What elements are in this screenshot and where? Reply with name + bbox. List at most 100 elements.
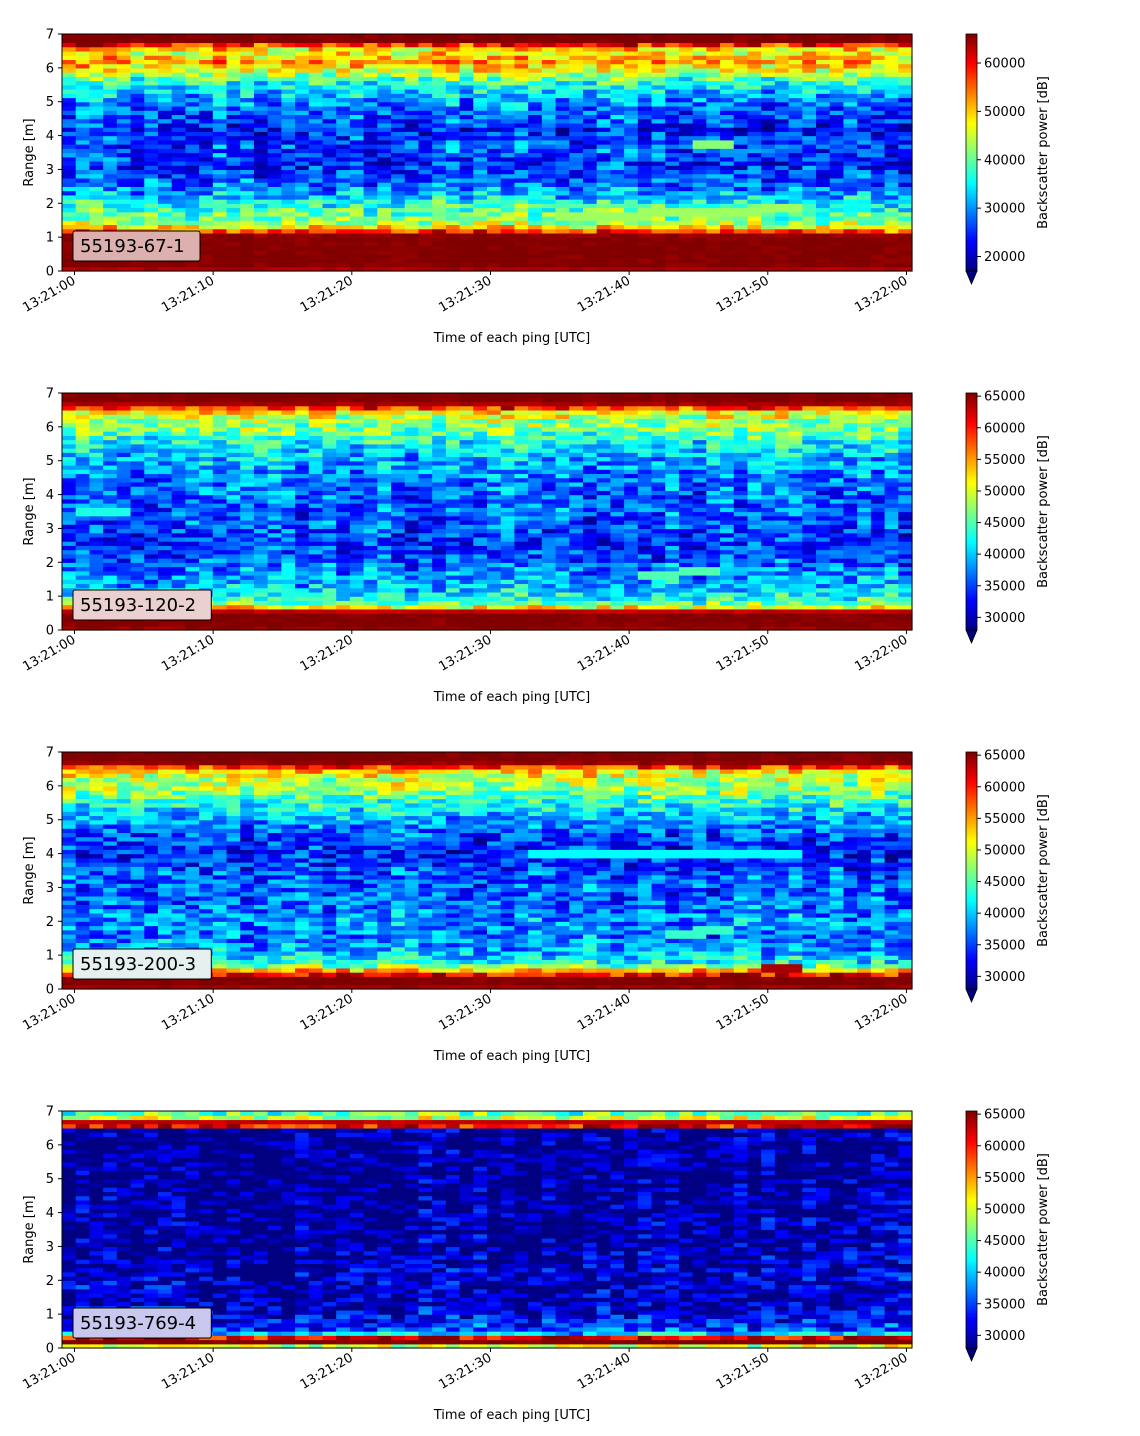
- heatmap-cell: [363, 173, 378, 179]
- heatmap-cell: [610, 50, 625, 56]
- heatmap-cell: [377, 579, 392, 585]
- heatmap-cell: [473, 186, 488, 192]
- heatmap-cell: [212, 127, 228, 132]
- heatmap-cell: [253, 101, 269, 107]
- heatmap-cell: [75, 46, 91, 52]
- colorbar-segment: [966, 124, 977, 128]
- heatmap-cell: [295, 173, 310, 179]
- heatmap-cell: [500, 186, 516, 192]
- heatmap-cell: [75, 528, 91, 534]
- heatmap-cell: [706, 165, 721, 171]
- heatmap-cell: [226, 524, 241, 530]
- heatmap-cell: [267, 38, 282, 44]
- heatmap-cell: [377, 211, 392, 217]
- heatmap-cell: [336, 558, 351, 563]
- heatmap-cell: [514, 127, 529, 132]
- heatmap-cell: [89, 50, 104, 56]
- heatmap-cell: [253, 553, 269, 559]
- heatmap-cell: [541, 241, 557, 247]
- heatmap-cell: [569, 144, 584, 149]
- heatmap-cell: [281, 579, 296, 585]
- heatmap-cell: [678, 93, 694, 99]
- heatmap-cell: [733, 258, 749, 264]
- heatmap-cell: [829, 55, 845, 60]
- heatmap-cell: [459, 203, 474, 209]
- heatmap-cell: [116, 84, 132, 90]
- heatmap-cell: [171, 490, 186, 496]
- heatmap-cell: [733, 67, 749, 73]
- heatmap-cell: [651, 165, 666, 171]
- heatmap-cell: [267, 477, 282, 483]
- heatmap-cell: [610, 228, 625, 234]
- heatmap-cell: [569, 207, 584, 213]
- heatmap-cell: [555, 199, 570, 204]
- heatmap-cell: [226, 207, 241, 213]
- heatmap-cell: [336, 393, 351, 398]
- heatmap-cell: [788, 139, 803, 145]
- heatmap-cell: [432, 67, 447, 73]
- heatmap-cell: [336, 89, 351, 94]
- heatmap-cell: [130, 152, 145, 158]
- heatmap-cell: [130, 203, 145, 209]
- heatmap-cell: [157, 152, 173, 158]
- heatmap-cell: [473, 228, 488, 234]
- heatmap-cell: [75, 524, 91, 530]
- heatmap-cell: [281, 258, 296, 264]
- heatmap-cell: [322, 583, 337, 589]
- heatmap-cell: [62, 587, 77, 593]
- heatmap-cell: [624, 224, 639, 230]
- heatmap-cell: [569, 139, 584, 145]
- heatmap-cell: [761, 160, 776, 166]
- heatmap-cell: [171, 515, 186, 521]
- heatmap-cell: [788, 118, 803, 124]
- heatmap-cell: [843, 152, 858, 158]
- heatmap-cell: [500, 152, 516, 158]
- heatmap-cell: [253, 443, 269, 449]
- heatmap-cell: [445, 169, 461, 175]
- heatmap-cell: [349, 456, 365, 462]
- heatmap-cell: [678, 262, 694, 268]
- heatmap-cell: [377, 553, 392, 559]
- heatmap-cell: [281, 549, 296, 555]
- heatmap-cell: [226, 600, 241, 606]
- heatmap-cell: [802, 199, 817, 204]
- heatmap-cell: [802, 156, 817, 162]
- heatmap-cell: [212, 604, 228, 610]
- heatmap-cell: [473, 80, 488, 86]
- heatmap-cell: [116, 549, 132, 555]
- heatmap-cell: [185, 477, 200, 483]
- heatmap-cell: [199, 536, 214, 542]
- heatmap-cell: [267, 443, 282, 449]
- heatmap-cell: [555, 190, 570, 196]
- heatmap-cell: [157, 452, 173, 458]
- heatmap-cell: [418, 131, 433, 137]
- heatmap-cell: [171, 481, 186, 487]
- heatmap-cell: [267, 76, 282, 82]
- heatmap-cell: [185, 566, 200, 572]
- heatmap-cell: [459, 42, 474, 48]
- heatmap-cell: [459, 46, 474, 52]
- heatmap-cell: [377, 431, 392, 436]
- heatmap-cell: [898, 122, 913, 128]
- heatmap-cell: [541, 135, 557, 141]
- heatmap-cell: [295, 237, 310, 242]
- heatmap-cell: [267, 519, 282, 525]
- heatmap-cell: [363, 84, 378, 90]
- heatmap-cell: [843, 84, 858, 90]
- heatmap-cell: [267, 469, 282, 475]
- heatmap-cell: [157, 477, 173, 483]
- heatmap-cell: [240, 262, 255, 268]
- heatmap-cell: [377, 190, 392, 196]
- heatmap-cell: [391, 101, 406, 107]
- heatmap-cell: [363, 515, 378, 521]
- heatmap-cell: [336, 84, 351, 90]
- heatmap-cell: [144, 55, 159, 60]
- heatmap-cell: [103, 152, 118, 158]
- heatmap-cell: [240, 574, 255, 580]
- heatmap-cell: [226, 528, 241, 534]
- heatmap-cell: [103, 498, 118, 504]
- heatmap-cell: [144, 139, 159, 145]
- heatmap-cell: [89, 93, 104, 99]
- heatmap-cell: [212, 84, 228, 90]
- heatmap-cell: [459, 80, 474, 86]
